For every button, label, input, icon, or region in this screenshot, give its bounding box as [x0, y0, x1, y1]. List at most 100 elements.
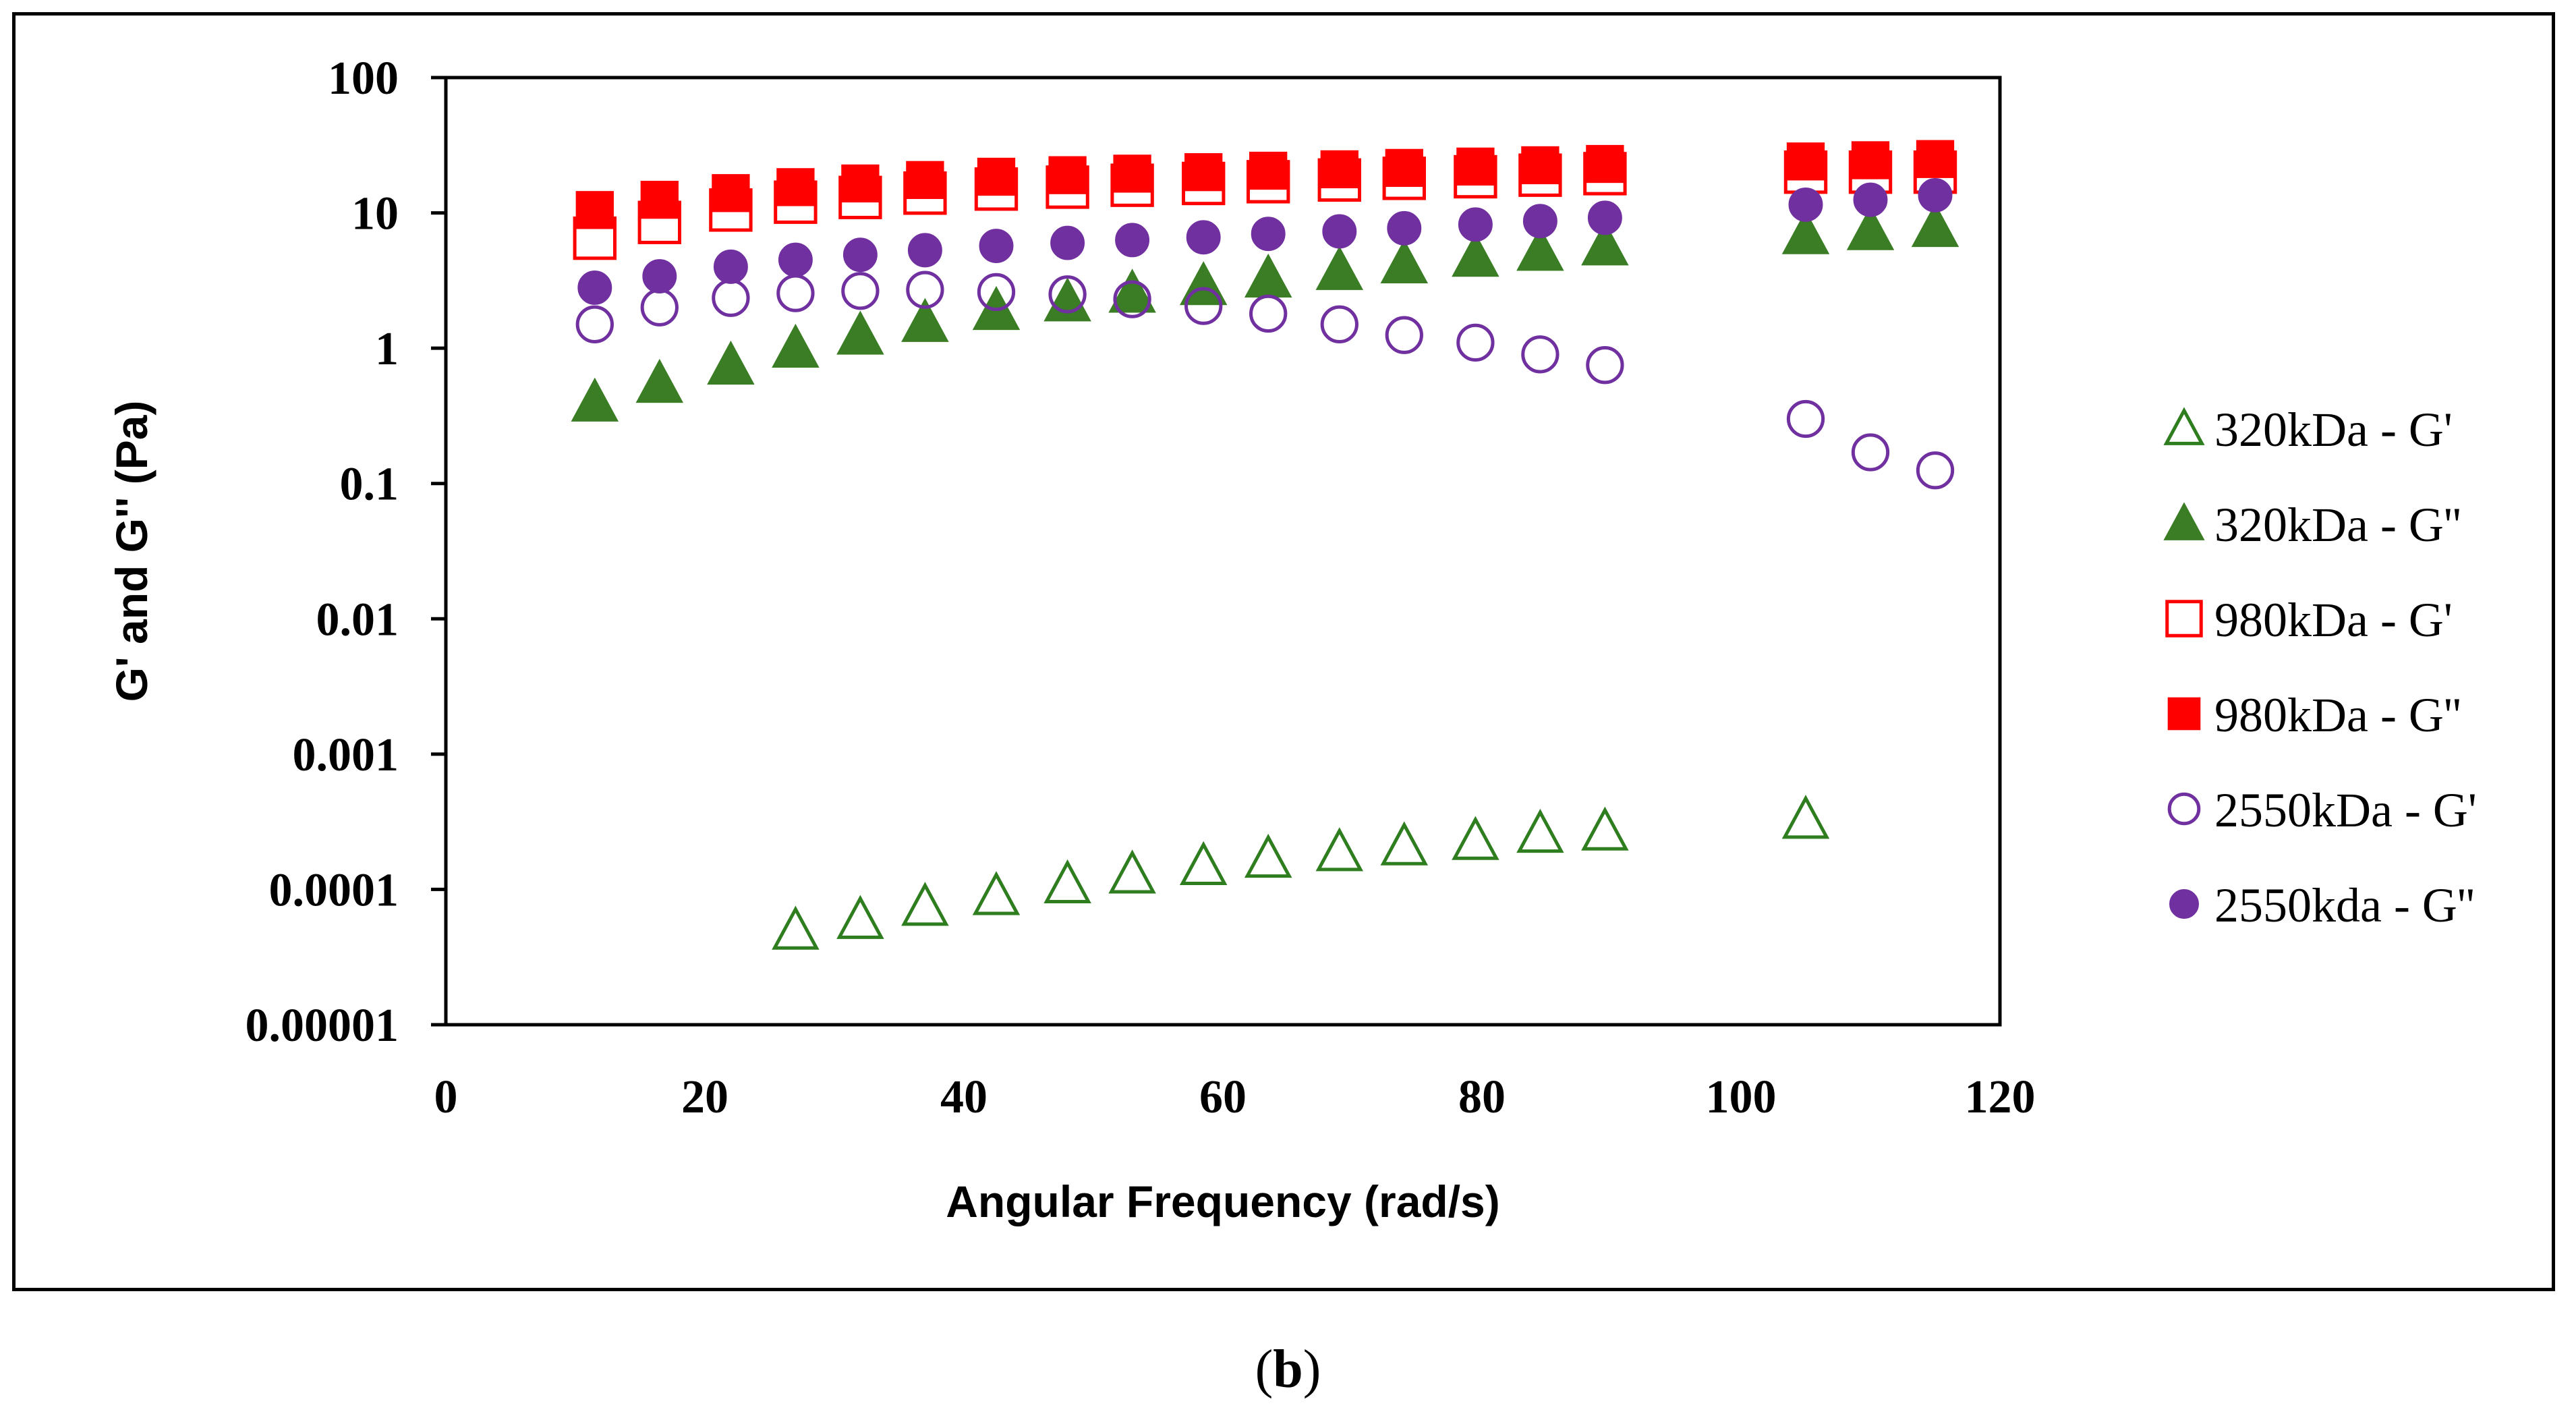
data-point	[1916, 140, 1955, 178]
data-point	[1911, 202, 1959, 248]
data-point	[842, 237, 878, 273]
data-point	[1115, 223, 1150, 258]
data-point	[1851, 141, 1890, 179]
data-point	[901, 298, 949, 342]
figure-caption: (b)	[0, 1339, 2576, 1400]
legend-label: 980kDa - G''	[2214, 688, 2461, 742]
data-point	[841, 272, 880, 310]
data-point	[640, 180, 679, 219]
data-point	[1380, 821, 1429, 866]
data-point	[1249, 294, 1288, 333]
x-axis-label: Angular Frequency (rad/s)	[946, 1177, 1500, 1226]
data-point	[841, 164, 880, 203]
data-point	[1452, 233, 1499, 277]
x-tick-label: 20	[681, 1071, 728, 1123]
data-marks	[571, 140, 1959, 950]
data-point	[1586, 144, 1624, 183]
data-point	[1456, 147, 1495, 186]
data-point	[1586, 346, 1624, 385]
data-point	[1043, 859, 1091, 904]
data-point	[776, 274, 815, 312]
x-tick-label: 100	[1706, 1071, 1777, 1123]
data-point	[906, 271, 944, 309]
data-point	[906, 161, 944, 199]
data-point	[1781, 210, 1830, 254]
data-point	[1521, 335, 1559, 374]
data-point	[1581, 806, 1629, 851]
data-point	[1108, 849, 1156, 894]
legend-entry: 2550kDa - G'	[2167, 783, 2477, 837]
y-tick-label: 1	[375, 323, 399, 375]
data-point	[836, 310, 884, 355]
data-point	[1851, 433, 1890, 472]
legend-label: 2550kda - G''	[2214, 878, 2475, 932]
data-point	[772, 905, 820, 950]
series-0	[772, 795, 1830, 950]
data-point	[1587, 200, 1622, 235]
data-point	[1456, 323, 1495, 362]
data-point	[1184, 153, 1223, 192]
y-tick-label: 10	[351, 188, 399, 240]
data-point	[635, 358, 684, 403]
data-point	[901, 882, 949, 926]
data-point	[1244, 833, 1292, 878]
data-point	[1846, 206, 1895, 250]
legend-entry: 980kDa - G'	[2165, 593, 2453, 647]
y-tick-label: 0.00001	[246, 1000, 399, 1052]
data-point	[1320, 150, 1358, 189]
data-point	[642, 259, 677, 293]
y-tick-label: 100	[328, 53, 399, 105]
x-tick-label: 40	[940, 1071, 988, 1123]
y-tick-label: 0.01	[316, 594, 399, 646]
y-axis-label: G' and G'' (Pa)	[107, 401, 156, 702]
data-point	[1108, 268, 1156, 313]
x-tick-label: 0	[434, 1071, 458, 1123]
data-point	[1781, 795, 1830, 839]
data-point	[712, 174, 750, 213]
data-point	[907, 233, 942, 268]
data-point	[1179, 841, 1228, 886]
legend-entry: 320kDa - G'	[2163, 403, 2453, 457]
data-point	[1516, 808, 1564, 853]
data-point	[1249, 151, 1288, 190]
caption-open: (	[1255, 1340, 1273, 1399]
legend-entry: 980kDa - G''	[2167, 688, 2461, 742]
data-point	[1788, 187, 1823, 222]
data-point	[713, 249, 748, 284]
data-point	[1251, 217, 1286, 252]
legend-marker	[2167, 792, 2201, 826]
data-point	[577, 271, 612, 305]
axes: 0.00001 0.0001 0.001 0.01 0.1 1 10 100 0 20 40 60 80…	[246, 53, 2036, 1123]
data-point	[1458, 207, 1493, 242]
legend-label: 980kDa - G'	[2214, 593, 2453, 647]
data-point	[575, 305, 614, 343]
data-point	[972, 871, 1021, 915]
data-point	[776, 168, 815, 206]
data-point	[1452, 816, 1499, 860]
data-point	[1315, 827, 1364, 872]
x-tick-label: 60	[1199, 1071, 1247, 1123]
plot-border	[444, 76, 2002, 1027]
x-tick-label: 80	[1458, 1071, 1506, 1123]
data-point	[1916, 451, 1955, 490]
data-point	[1380, 239, 1429, 284]
y-tick-label: 0.1	[340, 459, 399, 511]
data-point	[1786, 142, 1825, 181]
data-point	[1048, 156, 1087, 194]
y-tick-label: 0.0001	[269, 864, 399, 916]
data-point	[640, 288, 679, 327]
legend-label: 320kDa - G'	[2214, 403, 2453, 457]
data-point	[712, 279, 750, 317]
series-4	[575, 271, 1955, 490]
data-point	[571, 377, 619, 422]
legend-label: 320kDa - G''	[2214, 498, 2461, 552]
data-point	[1113, 280, 1151, 318]
figure-frame: 0.00001 0.0001 0.001 0.01 0.1 1 10 100 0 20 40 60 80…	[12, 12, 2555, 1291]
data-point	[772, 323, 820, 368]
data-point	[1315, 246, 1364, 290]
series-1	[571, 202, 1959, 422]
legend-label: 2550kDa - G'	[2214, 783, 2477, 837]
data-point	[1048, 275, 1087, 314]
data-point	[575, 191, 614, 229]
legend-marker	[2165, 600, 2203, 638]
